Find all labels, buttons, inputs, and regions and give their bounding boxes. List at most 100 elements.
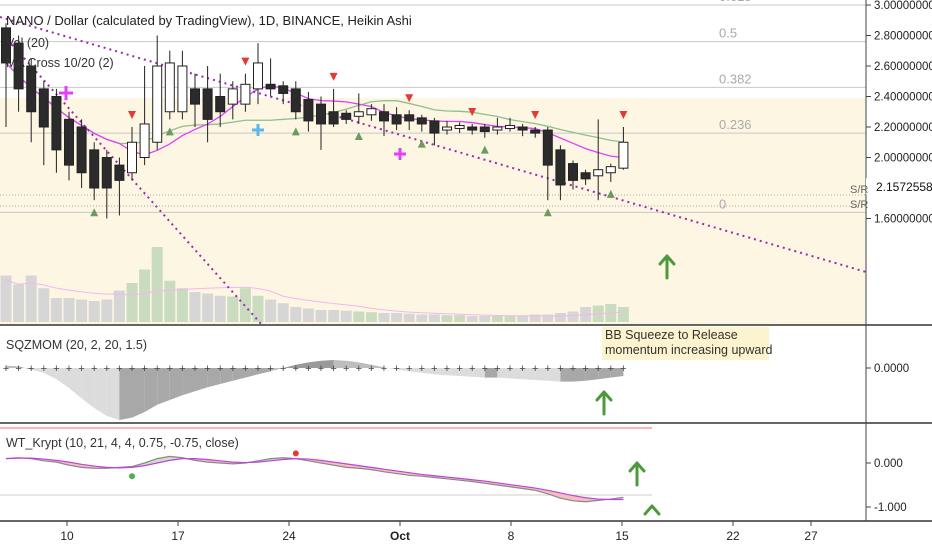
- candle-body: [290, 88, 301, 113]
- sqz-histogram: [598, 368, 611, 380]
- candle-body: [517, 126, 528, 131]
- volume-bar: [113, 290, 125, 322]
- candle-body: [416, 117, 427, 125]
- volume-bar: [126, 283, 138, 322]
- price-axis[interactable]: 3.00000000 2.80000000 2.60000000 2.40000000…: [866, 0, 932, 226]
- sqz-histogram: [497, 368, 510, 379]
- volume-ma-line: [5, 279, 624, 317]
- candle-body: [38, 88, 49, 128]
- sell-marker: [531, 111, 540, 119]
- wt-line-1: [5, 455, 624, 503]
- sqz-histogram: [258, 368, 271, 375]
- sqz-dot: +: [129, 363, 135, 375]
- volume-bar: [50, 298, 62, 322]
- volume-bar: [353, 311, 365, 322]
- sqz-dot: +: [482, 363, 488, 375]
- volume-bar: [202, 293, 214, 322]
- sqz-dot: +: [15, 363, 21, 375]
- sqz-histogram: [447, 368, 460, 376]
- time-axis[interactable]: 10 17 24 Oct 8 15 22 27: [60, 521, 818, 543]
- sqz-histogram: [573, 368, 586, 382]
- sqz-dot: +: [318, 363, 324, 375]
- x-tick-label: 15: [615, 529, 629, 543]
- candle-body: [139, 123, 150, 158]
- volume-bar: [88, 301, 100, 322]
- sqz-histogram: [535, 368, 548, 381]
- y-tick-label: 2.60000000: [874, 61, 932, 73]
- wt-cross-dot: [292, 450, 299, 457]
- candle-body: [328, 111, 339, 125]
- candle-body: [253, 62, 263, 90]
- volume-bar: [517, 315, 529, 322]
- buy-marker: [90, 208, 99, 217]
- sqz-histogram: [333, 360, 347, 368]
- candle-body: [164, 62, 175, 113]
- sqz-dot: +: [469, 363, 475, 375]
- sqz-dot: +: [431, 363, 437, 375]
- sqzmom-pane[interactable]: 0.0000 + + + + + + + + + + + + + + + + + + + + + + + + + + + + + + + + + +…: [3, 360, 909, 420]
- sqz-histogram: [144, 368, 158, 412]
- sqz-histogram: [6, 365, 19, 368]
- wt-fill: [396, 470, 410, 476]
- fib-label: 0.5: [719, 26, 737, 41]
- wt-fill: [69, 462, 82, 468]
- vol-label: Vol (20): [6, 36, 49, 50]
- arrow-up-icon: [658, 254, 676, 280]
- candle-body: [542, 129, 553, 166]
- candle-body: [114, 164, 125, 181]
- fib-label: 0.236: [719, 117, 752, 132]
- sqz-histogram: [510, 368, 523, 380]
- volume-bar: [290, 307, 302, 322]
- sr-label-2: S/R: [850, 199, 868, 211]
- wt-krypt-pane[interactable]: 0.000 -1.000: [0, 427, 907, 514]
- sqz-histogram: [522, 368, 536, 380]
- candle-body: [353, 111, 364, 117]
- sqz-dot: +: [91, 363, 97, 375]
- sqz-dot: +: [532, 363, 538, 375]
- volume-bar: [504, 316, 516, 322]
- sqz-dot: +: [192, 363, 198, 375]
- sqz-histogram: [434, 368, 447, 376]
- cross-marker: [252, 124, 264, 136]
- sqz-dot: +: [393, 363, 399, 375]
- wt-krypt-label: WT_Krypt (10, 21, 4, 4, 0.75, -0.75, clo…: [6, 436, 239, 450]
- ma-cross-label: MA Cross 10/20 (2): [6, 56, 114, 70]
- candle-body: [379, 111, 389, 122]
- sqz-dot: +: [66, 363, 72, 375]
- sqz-histogram: [106, 368, 120, 420]
- sqz-dot: +: [104, 363, 110, 375]
- sqz-histogram: [308, 360, 321, 368]
- sqz-dot: +: [305, 363, 311, 375]
- sqz-dot: +: [330, 363, 336, 375]
- sqz-histogram: [119, 368, 132, 420]
- sqz-dot: +: [167, 363, 173, 375]
- candle-body: [442, 126, 452, 131]
- sqz-histogram: [610, 368, 624, 378]
- wt-fill: [144, 458, 158, 466]
- candle-body: [530, 129, 541, 134]
- sqz-dot: +: [154, 363, 160, 375]
- candle-body: [404, 114, 415, 122]
- x-tick-label: 10: [60, 529, 74, 543]
- sqz-dot: +: [620, 363, 626, 375]
- candle-body: [1, 27, 11, 64]
- buy-marker: [354, 131, 363, 140]
- volume-bar: [554, 313, 566, 322]
- y-tick-label: 2.00000000: [874, 153, 932, 165]
- sqz-histogram: [421, 368, 435, 375]
- volume-bar: [529, 314, 541, 322]
- volume-bar: [38, 288, 50, 322]
- x-tick-label: 17: [171, 529, 185, 543]
- sqz-dot: +: [444, 363, 450, 375]
- volume-bar: [227, 296, 239, 322]
- last-price-tag: [866, 178, 932, 194]
- sqz-dot: +: [230, 363, 236, 375]
- sqz-dot: +: [53, 363, 59, 375]
- candle-body: [429, 120, 440, 134]
- sqz-dot: +: [419, 363, 425, 375]
- wt-fill: [384, 469, 397, 474]
- volume-bar: [265, 299, 277, 322]
- sqz-histogram: [220, 368, 233, 384]
- candle-body: [316, 103, 326, 125]
